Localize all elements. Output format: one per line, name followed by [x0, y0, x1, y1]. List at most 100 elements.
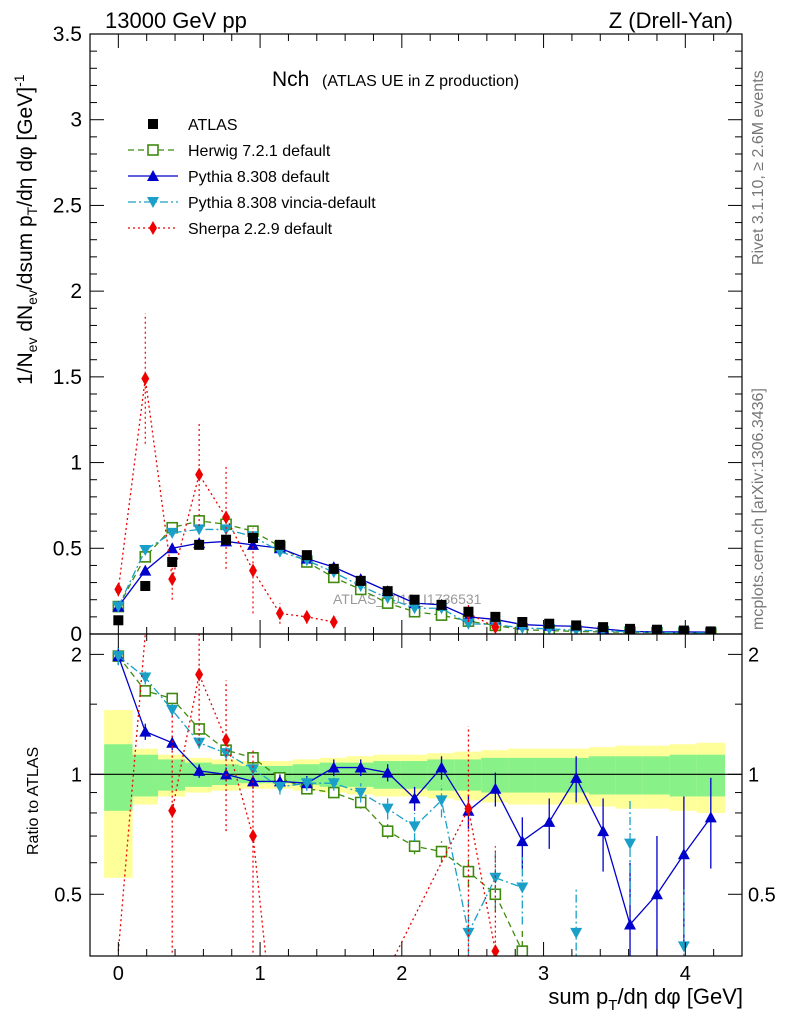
- atlas-point: [301, 550, 312, 561]
- atlas-point: [490, 611, 501, 622]
- pythia-point: [166, 542, 179, 554]
- band-inner: [615, 756, 643, 795]
- ratio-frame: [89, 633, 743, 957]
- sherpa-ratio-line: [467, 808, 497, 952]
- atlas-point: [409, 594, 420, 605]
- pythia-ratio-point: [354, 761, 367, 773]
- sherpa-point: [222, 510, 231, 525]
- sherpa-ratio-point: [464, 801, 473, 816]
- main-ylabel: 1/Nev dNev/dsum pT/dη dφ [GeV]-1: [11, 74, 40, 385]
- mcplots-label: mcplots.cern.ch [arXiv:1306.3436]: [750, 388, 767, 630]
- vincia-ratio-point: [408, 821, 421, 833]
- x-tick-label: 4: [680, 963, 691, 985]
- atlas-point: [436, 599, 447, 610]
- vincia-point: [193, 524, 206, 536]
- vincia-ratio-point: [193, 737, 206, 749]
- band-inner: [588, 756, 616, 795]
- vincia-ratio-point: [462, 927, 475, 939]
- vincia-ratio-point: [516, 882, 529, 894]
- vincia-point: [408, 603, 421, 615]
- legend-label-atlas: ATLAS: [188, 117, 238, 134]
- sherpa-point: [168, 572, 177, 587]
- sherpa-ratio-spike: [252, 835, 267, 956]
- sherpa-point: [491, 620, 500, 634]
- sherpa-point: [329, 615, 338, 629]
- main-ytick-label: 2.5: [53, 194, 82, 217]
- ratio-ytick-label-left: 0.5: [54, 884, 82, 906]
- vincia-point: [139, 545, 152, 556]
- herwig-ratio-point: [516, 945, 529, 956]
- atlas-point: [544, 618, 555, 629]
- pythia-ratio-point: [408, 792, 421, 804]
- vincia-ratio-point: [112, 651, 125, 663]
- vincia-ratio-point: [624, 838, 637, 850]
- atlas-point: [328, 563, 339, 574]
- vincia-ratio-point: [300, 778, 313, 790]
- main-ytick-label: 2: [70, 280, 82, 303]
- band-inner: [508, 757, 536, 793]
- sherpa-point: [302, 609, 311, 624]
- main-ytick-label: 1.5: [53, 366, 82, 389]
- ratio-ytick-label-left: 1: [71, 764, 82, 786]
- herwig-ratio-point: [462, 865, 475, 878]
- atlas-point: [221, 534, 232, 545]
- vincia-ratio-point: [166, 705, 179, 717]
- atlas-point: [382, 586, 393, 597]
- pythia-ratio-point: [489, 782, 502, 794]
- atlas-point: [140, 581, 151, 591]
- ratio-ytick-label-left: 2: [71, 644, 82, 666]
- pythia-ratio-point: [435, 761, 448, 773]
- ratio-data: [90, 634, 742, 956]
- legend-marker-pythia: [147, 170, 159, 181]
- herwig-ratio-point: [408, 840, 421, 853]
- vincia-ratio-point: [570, 927, 583, 939]
- band-inner: [669, 754, 697, 797]
- main-data: [112, 313, 717, 634]
- atlas-point: [705, 626, 716, 634]
- main-ytick-label: 3.5: [53, 23, 82, 46]
- vincia-point: [220, 524, 233, 536]
- pythia-ratio-point: [677, 848, 690, 860]
- vincia-ratio-point: [327, 778, 340, 790]
- band-inner: [642, 756, 670, 795]
- legend-marker-vincia: [147, 197, 159, 208]
- main-panel: 0 0.5 1 1.5 2 2.5 3 3.5: [53, 23, 743, 646]
- pythia-ratio-point: [624, 918, 637, 930]
- atlas-point: [194, 539, 205, 550]
- vincia-point: [462, 618, 475, 630]
- ratio-ytick-label-right: 0.5: [748, 884, 776, 906]
- ratio-ylabel: Ratio to ATLAS: [25, 747, 42, 855]
- herwig-ratio-point: [166, 692, 179, 705]
- x-tick-label: 0: [113, 963, 124, 985]
- pythia-ratio-point: [597, 825, 610, 837]
- atlas-point: [651, 624, 662, 634]
- pythia-ratio-point: [516, 835, 529, 847]
- ratio-ytick-label-right: 1: [748, 764, 759, 786]
- x-tick-label: 1: [255, 963, 266, 985]
- x-tick-label: 3: [538, 963, 549, 985]
- legend: ATLAS Herwig 7.2.1 default Pythia 8.308 …: [128, 117, 376, 238]
- vincia-ratio-point: [677, 941, 690, 953]
- pythia-ratio-point: [193, 764, 206, 776]
- atlas-point: [113, 615, 124, 626]
- atlas-point: [274, 539, 285, 550]
- vincia-ratio-point: [489, 872, 502, 884]
- herwig-ratio-point: [381, 825, 394, 837]
- sherpa-point: [195, 467, 204, 482]
- vincia-ratio-point: [354, 787, 367, 799]
- ratio-series-sherpa: [117, 634, 500, 956]
- band-inner: [104, 744, 133, 811]
- atlas-point: [625, 623, 636, 634]
- atlas-point: [571, 620, 582, 631]
- process-label: Z (Drell-Yan): [609, 8, 733, 33]
- vincia-ratio-point: [435, 795, 448, 807]
- pythia-ratio-point: [704, 811, 717, 823]
- sherpa-ratio-point: [249, 829, 257, 844]
- band-inner: [535, 757, 562, 793]
- pythia-ratio-point: [327, 761, 340, 773]
- atlas-point: [678, 625, 689, 634]
- herwig-ratio-point: [435, 845, 448, 858]
- band-inner: [132, 754, 159, 797]
